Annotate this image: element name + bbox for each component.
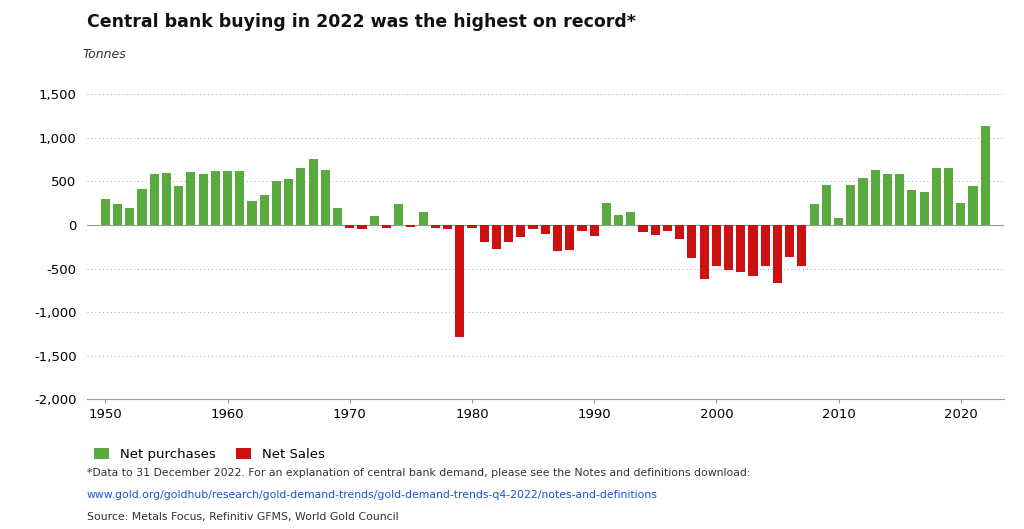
Bar [370, 216, 379, 225]
Bar [602, 203, 611, 225]
Bar [650, 225, 659, 235]
Bar [810, 205, 819, 225]
Bar [895, 174, 904, 225]
Bar [308, 159, 317, 225]
Bar [382, 225, 391, 228]
Bar [113, 204, 122, 225]
Bar [798, 225, 807, 267]
Bar [125, 208, 134, 225]
Bar [578, 225, 587, 231]
Bar [150, 174, 159, 225]
Bar [248, 200, 257, 225]
Bar [162, 172, 171, 225]
Bar [712, 225, 721, 266]
Text: Tonnes: Tonnes [83, 48, 126, 60]
Bar [749, 225, 758, 277]
Bar [528, 225, 538, 229]
Bar [321, 170, 330, 225]
Bar [761, 225, 770, 266]
Bar [907, 190, 916, 225]
Bar [394, 204, 403, 225]
Bar [223, 171, 232, 225]
Bar [284, 179, 293, 225]
Bar [785, 225, 795, 257]
Bar [186, 172, 196, 225]
Bar [638, 225, 647, 232]
Bar [211, 171, 220, 225]
Bar [504, 225, 513, 242]
Bar [271, 181, 281, 225]
Text: *Data to 31 December 2022. For an explanation of central bank demand, please see: *Data to 31 December 2022. For an explan… [87, 468, 751, 478]
Bar [956, 203, 966, 225]
Bar [260, 195, 269, 225]
Bar [870, 170, 880, 225]
Bar [431, 225, 440, 228]
Text: Source: Metals Focus, Refinitiv GFMS, World Gold Council: Source: Metals Focus, Refinitiv GFMS, Wo… [87, 512, 398, 522]
Bar [516, 225, 525, 237]
Bar [333, 208, 342, 225]
Bar [492, 225, 501, 249]
Bar [858, 178, 867, 225]
Bar [590, 225, 599, 236]
Bar [883, 174, 892, 225]
Bar [932, 168, 941, 225]
Bar [455, 225, 464, 336]
Text: www.gold.org/goldhub/research/gold-demand-trends/gold-demand-trends-q4-2022/note: www.gold.org/goldhub/research/gold-deman… [87, 490, 657, 500]
Bar [357, 225, 367, 230]
Bar [100, 199, 110, 225]
Bar [479, 225, 488, 242]
Bar [834, 218, 843, 225]
Bar [443, 225, 453, 230]
Bar [296, 168, 305, 225]
Bar [419, 212, 428, 225]
Bar [944, 168, 953, 225]
Bar [137, 189, 146, 225]
Bar [467, 225, 476, 227]
Bar [614, 215, 624, 225]
Bar [345, 225, 354, 227]
Bar [736, 225, 745, 272]
Bar [627, 212, 636, 225]
Bar [541, 225, 550, 234]
Bar [920, 192, 929, 225]
Legend: Net purchases, Net Sales: Net purchases, Net Sales [93, 448, 325, 461]
Bar [565, 225, 574, 250]
Bar [174, 186, 183, 225]
Bar [699, 225, 709, 279]
Bar [199, 174, 208, 225]
Bar [821, 185, 830, 225]
Bar [981, 126, 990, 225]
Bar [969, 186, 978, 225]
Bar [687, 225, 696, 258]
Bar [724, 225, 733, 270]
Bar [407, 225, 416, 227]
Bar [553, 225, 562, 251]
Bar [663, 225, 672, 231]
Bar [846, 185, 855, 225]
Text: Central bank buying in 2022 was the highest on record*: Central bank buying in 2022 was the high… [87, 13, 636, 31]
Bar [675, 225, 684, 239]
Bar [773, 225, 782, 282]
Bar [236, 171, 245, 225]
